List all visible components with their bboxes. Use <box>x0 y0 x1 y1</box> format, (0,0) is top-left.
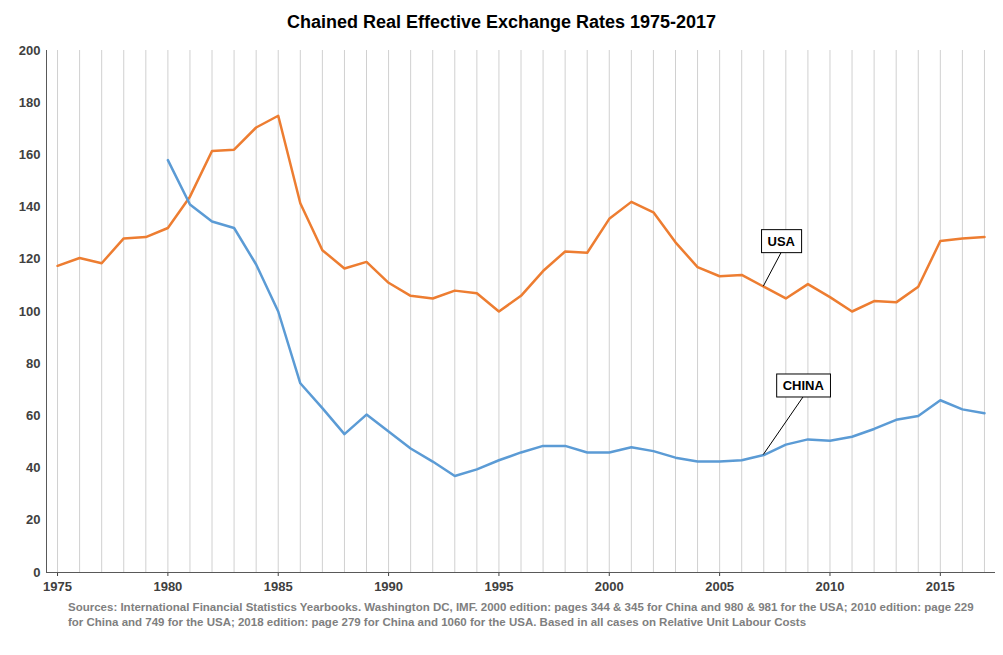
svg-text:40: 40 <box>26 460 40 475</box>
svg-text:120: 120 <box>19 251 41 266</box>
svg-text:1995: 1995 <box>484 579 513 594</box>
svg-text:2015: 2015 <box>926 579 955 594</box>
svg-text:200: 200 <box>19 43 41 58</box>
svg-text:1990: 1990 <box>374 579 403 594</box>
svg-text:2005: 2005 <box>705 579 734 594</box>
svg-text:CHINA: CHINA <box>783 378 825 393</box>
html-text:Chained Real Effective Exchang: Chained Real Effective Exchange Rates 19… <box>286 12 717 32</box>
svg-text:0: 0 <box>33 565 40 580</box>
svg-text:140: 140 <box>19 199 41 214</box>
svg-text:160: 160 <box>19 147 41 162</box>
svg-text:80: 80 <box>26 356 40 371</box>
svg-text:USA: USA <box>768 234 796 249</box>
svg-text:1980: 1980 <box>153 579 182 594</box>
svg-text:60: 60 <box>26 408 40 423</box>
svg-text:180: 180 <box>19 95 41 110</box>
svg-text:2000: 2000 <box>595 579 624 594</box>
svg-text:1985: 1985 <box>264 579 293 594</box>
svg-text:2010: 2010 <box>816 579 845 594</box>
svg-text:20: 20 <box>26 512 40 527</box>
svg-text:100: 100 <box>19 304 41 319</box>
svg-text:1975: 1975 <box>43 579 72 594</box>
html-text:Sources: International Financi: Sources: International Financial Statist… <box>68 601 974 628</box>
